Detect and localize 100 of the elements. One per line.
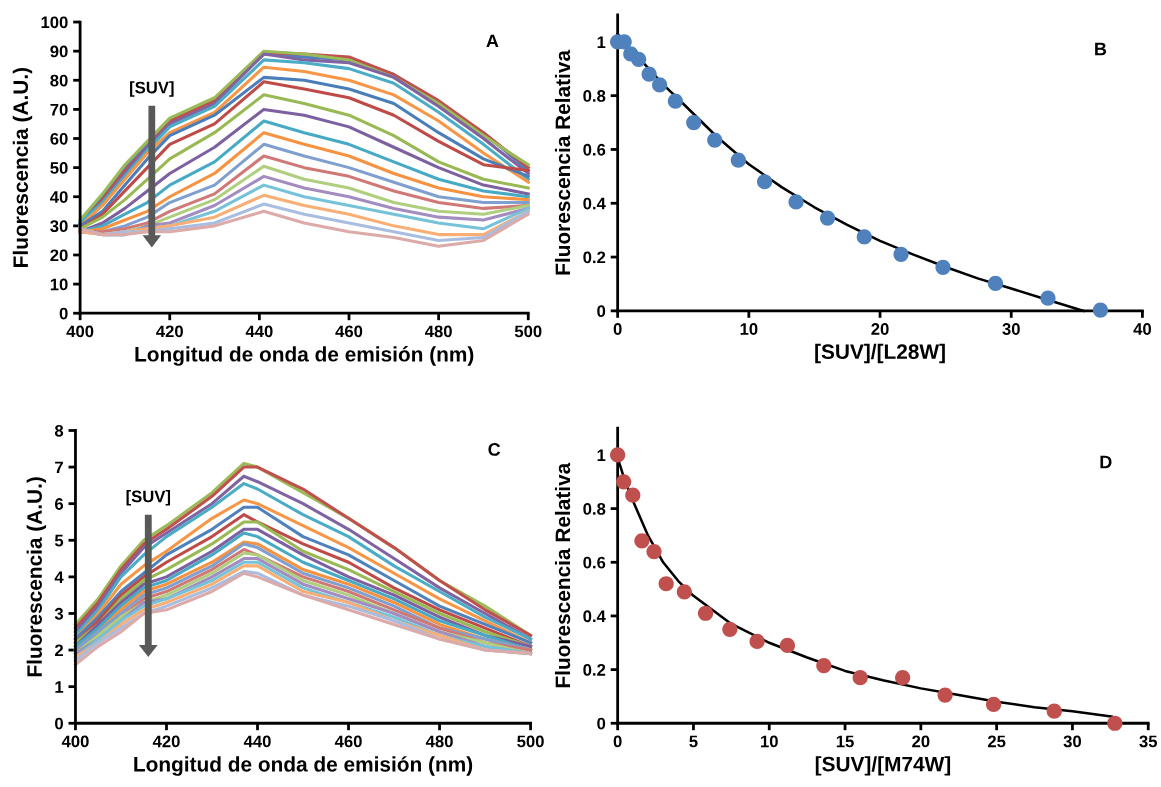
y-tick-label: 8 [54, 424, 64, 437]
y-tick-label: 4 [54, 571, 64, 583]
y-tick-label: 0.4 [583, 197, 606, 210]
point [658, 576, 674, 592]
point [856, 229, 872, 245]
y-tick-label: 0.2 [583, 251, 606, 264]
y-tick-label: 0.8 [583, 90, 606, 102]
point [631, 51, 647, 67]
y-axis-title: Fluorescencia (A.U.) [26, 477, 47, 677]
point [686, 114, 702, 131]
annotation: [SUV] [126, 490, 171, 506]
point [1092, 302, 1109, 318]
point [610, 447, 626, 463]
y-tick-label: 80 [50, 74, 68, 87]
y-tick-label: 0 [59, 307, 68, 320]
x-tick-label: 460 [334, 735, 362, 748]
x-axis-title: Longitud de onda de emisión (nm) [135, 346, 474, 366]
x-tick-label: 0 [613, 323, 622, 335]
y-tick-label: 10 [50, 278, 68, 291]
point [852, 670, 868, 686]
x-tick-label: 20 [912, 735, 930, 748]
y-tick-label: 20 [50, 249, 68, 262]
y-tick-label: 0.6 [583, 143, 606, 156]
point [652, 77, 668, 93]
x-axis-title: [SUV]/[M74W] [815, 756, 951, 776]
y-axis-title: Fluorescencia Relativa [554, 49, 571, 275]
x-tick-label: 5 [689, 735, 698, 748]
y-tick-label: 40 [50, 191, 68, 203]
point [987, 275, 1004, 292]
x-axis-title: [SUV]/[L28W] [815, 343, 945, 364]
x-tick-label: 10 [761, 735, 778, 748]
x-tick-label: 400 [66, 325, 94, 338]
x-tick-label: 20 [871, 323, 889, 335]
y-tick-label: 6 [55, 498, 64, 510]
x-axis-title: Longitud de onda de emisión (nm) [134, 756, 473, 776]
y-tick-label: 50 [50, 162, 68, 174]
point [986, 696, 1002, 713]
x-tick-label: 40 [1133, 323, 1152, 335]
point [641, 66, 657, 82]
point [788, 194, 804, 210]
point [616, 474, 632, 490]
point [697, 605, 714, 621]
point [935, 259, 951, 275]
y-tick-label: 0.2 [583, 663, 606, 676]
y-tick-label: 100 [41, 16, 68, 29]
x-tick-label: 480 [425, 735, 453, 748]
point [667, 93, 683, 109]
x-tick-label: 440 [243, 735, 271, 748]
x-tick-label: 15 [836, 735, 854, 748]
annotation: D [1100, 455, 1112, 469]
x-tick-label: 420 [156, 325, 183, 338]
x-tick-label: 400 [61, 735, 89, 748]
y-axis-title: Fluorescencia Relativa [554, 462, 571, 688]
x-tick-label: 500 [514, 325, 542, 338]
point [1040, 290, 1056, 306]
point [756, 174, 773, 190]
line-series [78, 209, 530, 248]
point [730, 152, 746, 168]
y-tick-label: 0.4 [583, 610, 606, 623]
x-tick-label: 10 [740, 323, 758, 335]
annotation: [SUV] [130, 81, 174, 97]
y-tick-label: 0 [597, 305, 606, 318]
x-tick-label: 480 [424, 325, 452, 338]
x-tick-label: 30 [1002, 323, 1020, 335]
x-tick-label: 25 [987, 735, 1006, 748]
y-tick-label: 1 [55, 681, 64, 693]
point [937, 687, 953, 703]
point [634, 533, 650, 549]
annotation: A [486, 34, 499, 48]
y-tick-label: 1 [597, 449, 606, 461]
y-tick-label: 30 [50, 220, 68, 233]
point [625, 487, 641, 503]
x-tick-label: 500 [517, 735, 544, 748]
y-tick-label: 0 [55, 717, 63, 730]
x-tick-label: 0 [613, 735, 622, 748]
point [816, 657, 832, 674]
point [749, 633, 765, 650]
y-tick-label: 60 [50, 132, 68, 145]
point [1107, 715, 1123, 731]
y-tick-label: 90 [50, 45, 68, 58]
y-tick-label: 3 [54, 607, 64, 620]
point [819, 210, 836, 226]
x-tick-label: 460 [335, 325, 363, 338]
point [1046, 703, 1062, 719]
annotation: B [1095, 42, 1107, 56]
x-tick-label: 420 [152, 735, 180, 748]
point [893, 246, 909, 262]
y-tick-label: 0.6 [583, 556, 606, 569]
point [707, 132, 723, 148]
y-tick-label: 5 [54, 534, 64, 547]
annotation: C [488, 443, 501, 456]
point [646, 543, 662, 560]
y-axis-title: Fluorescencia (A.U.) [12, 67, 33, 267]
x-tick-label: 30 [1063, 735, 1082, 748]
y-tick-label: 2 [54, 644, 63, 657]
y-tick-label: 7 [55, 461, 63, 474]
x-tick-label: 35 [1139, 735, 1158, 748]
point [895, 670, 911, 686]
point [722, 621, 738, 637]
y-tick-label: 0.8 [583, 503, 606, 515]
